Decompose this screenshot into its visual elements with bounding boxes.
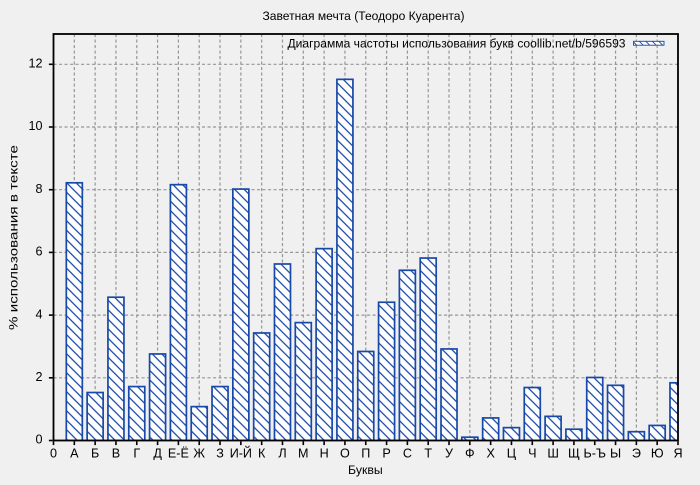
svg-text:К: К bbox=[258, 447, 266, 461]
svg-text:Буквы: Буквы bbox=[348, 463, 383, 477]
svg-text:З: З bbox=[216, 447, 224, 461]
svg-text:Ц: Ц bbox=[507, 447, 517, 461]
svg-text:Д: Д bbox=[153, 447, 162, 461]
svg-text:Ю: Ю bbox=[651, 447, 664, 461]
svg-text:8: 8 bbox=[35, 182, 42, 196]
svg-text:Р: Р bbox=[382, 447, 390, 461]
svg-text:Ж: Ж bbox=[193, 447, 205, 461]
svg-text:0: 0 bbox=[35, 433, 42, 447]
svg-text:Диаграмма частоты использовани: Диаграмма частоты использования букв coo… bbox=[288, 36, 626, 50]
svg-text:М: М bbox=[298, 447, 309, 461]
svg-text:Ч: Ч bbox=[528, 447, 536, 461]
svg-text:Б: Б bbox=[91, 447, 99, 461]
svg-text:Заветная мечта (Теодоро Куарен: Заветная мечта (Теодоро Куарента) bbox=[263, 9, 465, 23]
svg-text:Ы: Ы bbox=[610, 447, 621, 461]
svg-text:У: У bbox=[445, 447, 454, 461]
svg-text:Э: Э bbox=[632, 447, 641, 461]
svg-text:Л: Л bbox=[278, 447, 286, 461]
svg-text:Ш: Ш bbox=[547, 447, 559, 461]
svg-text:А: А bbox=[70, 447, 79, 461]
svg-text:Е-Ё: Е-Ё bbox=[168, 447, 189, 461]
svg-text:Щ: Щ bbox=[568, 447, 580, 461]
svg-text:С: С bbox=[403, 447, 412, 461]
svg-text:П: П bbox=[361, 447, 370, 461]
svg-text:0: 0 bbox=[50, 447, 57, 461]
svg-text:О: О bbox=[340, 447, 350, 461]
svg-text:4: 4 bbox=[35, 307, 42, 321]
svg-text:Н: Н bbox=[320, 447, 329, 461]
svg-text:В: В bbox=[112, 447, 120, 461]
svg-text:2: 2 bbox=[35, 370, 42, 384]
svg-text:И-Й: И-Й bbox=[230, 446, 252, 461]
svg-text:10: 10 bbox=[28, 119, 42, 133]
svg-text:12: 12 bbox=[28, 57, 42, 71]
svg-text:Ь-Ъ: Ь-Ъ bbox=[584, 447, 606, 461]
svg-text:Т: Т bbox=[424, 447, 432, 461]
svg-text:Х: Х bbox=[486, 447, 495, 461]
svg-text:Я: Я bbox=[673, 447, 682, 461]
svg-text:Ф: Ф bbox=[465, 447, 475, 461]
svg-text:Г: Г bbox=[133, 447, 140, 461]
svg-text:% использования в тексте: % использования в тексте bbox=[6, 145, 20, 330]
svg-text:6: 6 bbox=[35, 245, 42, 259]
